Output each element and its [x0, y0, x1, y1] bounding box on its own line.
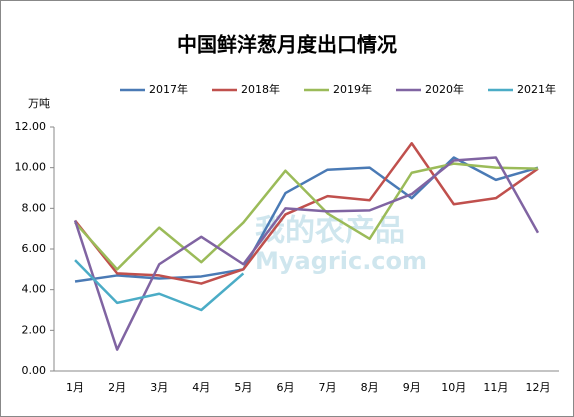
- y-tick-label: 4.00: [22, 283, 47, 296]
- watermark: 我的农产品: [255, 214, 405, 249]
- y-tick-label: 10.00: [15, 161, 47, 174]
- legend-label: 2018年: [241, 82, 280, 96]
- y-tick-label: 12.00: [15, 120, 47, 133]
- legend-label: 2019年: [333, 82, 372, 96]
- x-tick-label: 2月: [108, 381, 126, 394]
- x-tick-label: 4月: [192, 381, 210, 394]
- data-line: [74, 142, 539, 285]
- x-tick-label: 9月: [403, 381, 421, 394]
- legend-label: 2020年: [425, 82, 464, 96]
- y-tick-label: 6.00: [22, 242, 47, 255]
- legend-label: 2017年: [149, 82, 188, 96]
- x-tick-label: 7月: [319, 381, 337, 394]
- x-tick-label: 3月: [150, 381, 168, 394]
- y-tick-label: 2.00: [22, 323, 47, 336]
- x-tick-label: 8月: [361, 381, 379, 394]
- data-line: [73, 156, 540, 351]
- x-tick-label: 11月: [483, 381, 508, 394]
- x-tick-label: 5月: [234, 381, 252, 394]
- y-axis-label: 万吨: [28, 97, 50, 110]
- x-tick-label: 10月: [441, 381, 466, 394]
- x-tick-label: 12月: [525, 381, 550, 394]
- y-tick-label: 8.00: [22, 201, 47, 214]
- x-tick-label: 1月: [66, 381, 84, 394]
- x-tick-label: 6月: [276, 381, 294, 394]
- watermark: Myagric.com: [255, 247, 427, 275]
- y-tick-label: 0.00: [22, 364, 47, 377]
- data-line: [74, 259, 245, 312]
- data-line: [74, 162, 538, 271]
- legend-label: 2021年: [517, 82, 556, 96]
- chart-title: 中国鲜洋葱月度出口情况: [177, 33, 397, 57]
